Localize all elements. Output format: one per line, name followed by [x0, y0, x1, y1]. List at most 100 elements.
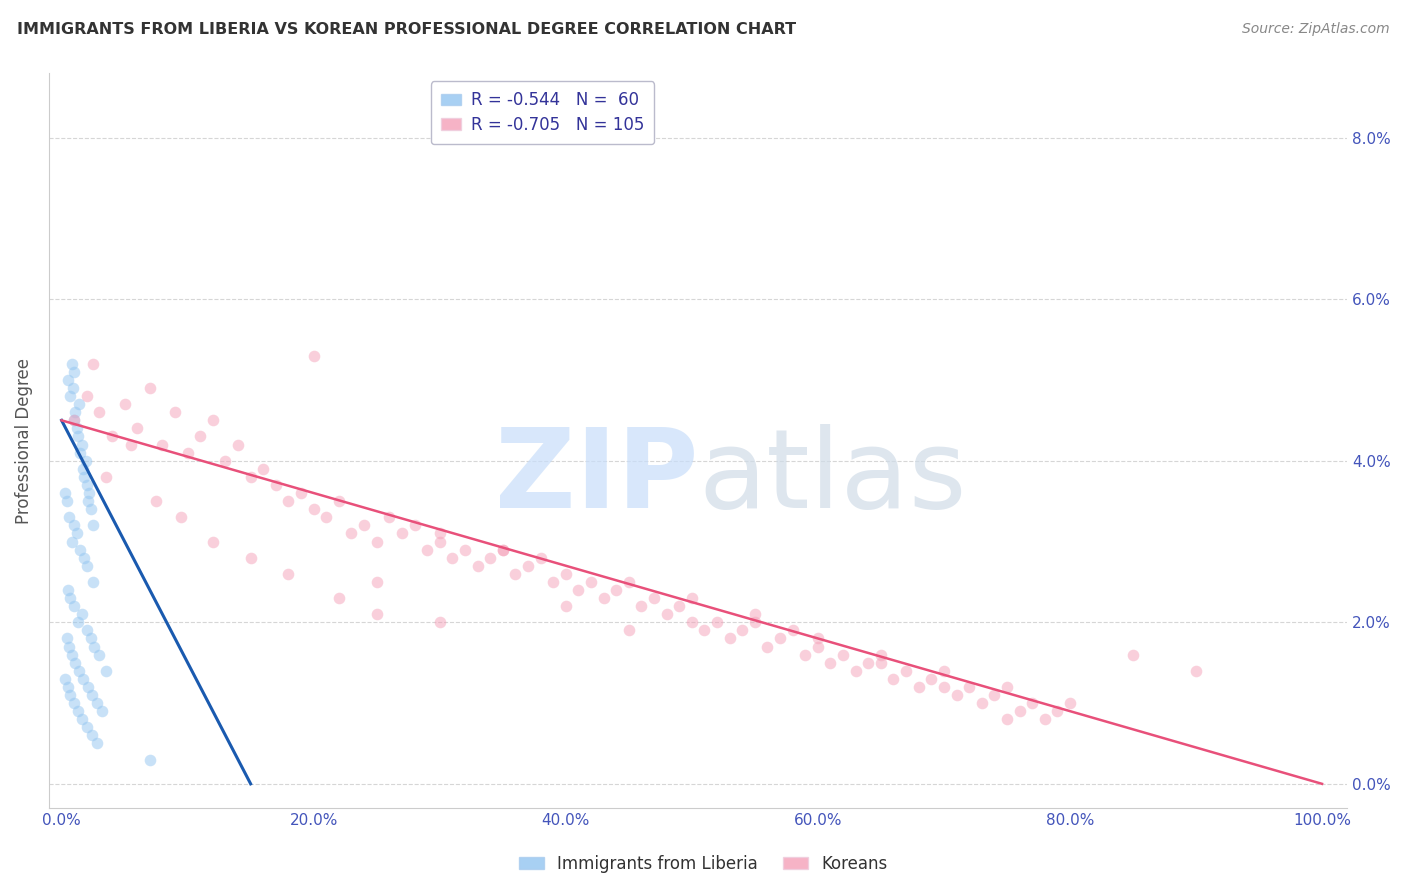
Point	[163, 405, 186, 419]
Point	[882, 672, 904, 686]
Point	[76, 389, 98, 403]
Point	[55, 632, 77, 646]
Legend: R = -0.544   N =  60, R = -0.705   N = 105: R = -0.544 N = 60, R = -0.705 N = 105	[430, 81, 654, 144]
Point	[479, 550, 502, 565]
Point	[63, 413, 86, 427]
Point	[366, 534, 388, 549]
Point	[894, 664, 917, 678]
Point	[56, 582, 79, 597]
Point	[1033, 712, 1056, 726]
Point	[60, 534, 83, 549]
Point	[79, 486, 101, 500]
Point	[76, 720, 98, 734]
Point	[541, 574, 564, 589]
Point	[429, 615, 451, 630]
Point	[366, 607, 388, 622]
Point	[807, 640, 830, 654]
Point	[681, 591, 703, 605]
Point	[67, 664, 90, 678]
Point	[201, 534, 224, 549]
Point	[62, 381, 84, 395]
Point	[77, 680, 100, 694]
Point	[731, 624, 754, 638]
Point	[807, 632, 830, 646]
Point	[53, 486, 76, 500]
Point	[983, 688, 1005, 702]
Text: IMMIGRANTS FROM LIBERIA VS KOREAN PROFESSIONAL DEGREE CORRELATION CHART: IMMIGRANTS FROM LIBERIA VS KOREAN PROFES…	[17, 22, 796, 37]
Point	[655, 607, 678, 622]
Point	[127, 421, 149, 435]
Point	[290, 486, 312, 500]
Point	[70, 607, 93, 622]
Point	[63, 599, 86, 614]
Point	[63, 696, 86, 710]
Point	[782, 624, 804, 638]
Point	[60, 648, 83, 662]
Point	[302, 502, 325, 516]
Text: ZIP: ZIP	[495, 424, 699, 531]
Point	[517, 558, 540, 573]
Point	[101, 429, 124, 443]
Point	[416, 542, 439, 557]
Text: Source: ZipAtlas.com: Source: ZipAtlas.com	[1241, 22, 1389, 37]
Point	[492, 542, 515, 557]
Point	[114, 397, 136, 411]
Y-axis label: Professional Degree: Professional Degree	[15, 358, 32, 524]
Point	[277, 494, 299, 508]
Point	[845, 664, 868, 678]
Point	[56, 373, 79, 387]
Point	[65, 405, 87, 419]
Legend: Immigrants from Liberia, Koreans: Immigrants from Liberia, Koreans	[512, 848, 894, 880]
Point	[65, 656, 87, 670]
Point	[77, 494, 100, 508]
Point	[643, 591, 665, 605]
Point	[794, 648, 817, 662]
Point	[94, 470, 117, 484]
Point	[53, 672, 76, 686]
Point	[718, 632, 741, 646]
Point	[907, 680, 929, 694]
Point	[70, 437, 93, 451]
Point	[579, 574, 602, 589]
Point	[59, 688, 82, 702]
Point	[744, 615, 766, 630]
Point	[744, 607, 766, 622]
Point	[73, 470, 96, 484]
Point	[75, 454, 97, 468]
Text: atlas: atlas	[699, 424, 966, 531]
Point	[145, 494, 167, 508]
Point	[89, 405, 111, 419]
Point	[58, 510, 80, 524]
Point	[429, 526, 451, 541]
Point	[945, 688, 967, 702]
Point	[681, 615, 703, 630]
Point	[63, 518, 86, 533]
Point	[139, 381, 162, 395]
Point	[706, 615, 728, 630]
Point	[66, 704, 89, 718]
Point	[277, 566, 299, 581]
Point	[86, 736, 108, 750]
Point	[617, 624, 640, 638]
Point	[870, 656, 893, 670]
Point	[1185, 664, 1208, 678]
Point	[328, 591, 350, 605]
Point	[80, 688, 103, 702]
Point	[328, 494, 350, 508]
Point	[170, 510, 193, 524]
Point	[605, 582, 627, 597]
Point	[529, 550, 551, 565]
Point	[66, 615, 89, 630]
Point	[995, 680, 1018, 694]
Point	[693, 624, 716, 638]
Point	[441, 550, 464, 565]
Point	[920, 672, 942, 686]
Point	[932, 664, 955, 678]
Point	[79, 502, 101, 516]
Point	[67, 397, 90, 411]
Point	[76, 478, 98, 492]
Point	[302, 349, 325, 363]
Point	[870, 648, 893, 662]
Point	[239, 550, 262, 565]
Point	[1008, 704, 1031, 718]
